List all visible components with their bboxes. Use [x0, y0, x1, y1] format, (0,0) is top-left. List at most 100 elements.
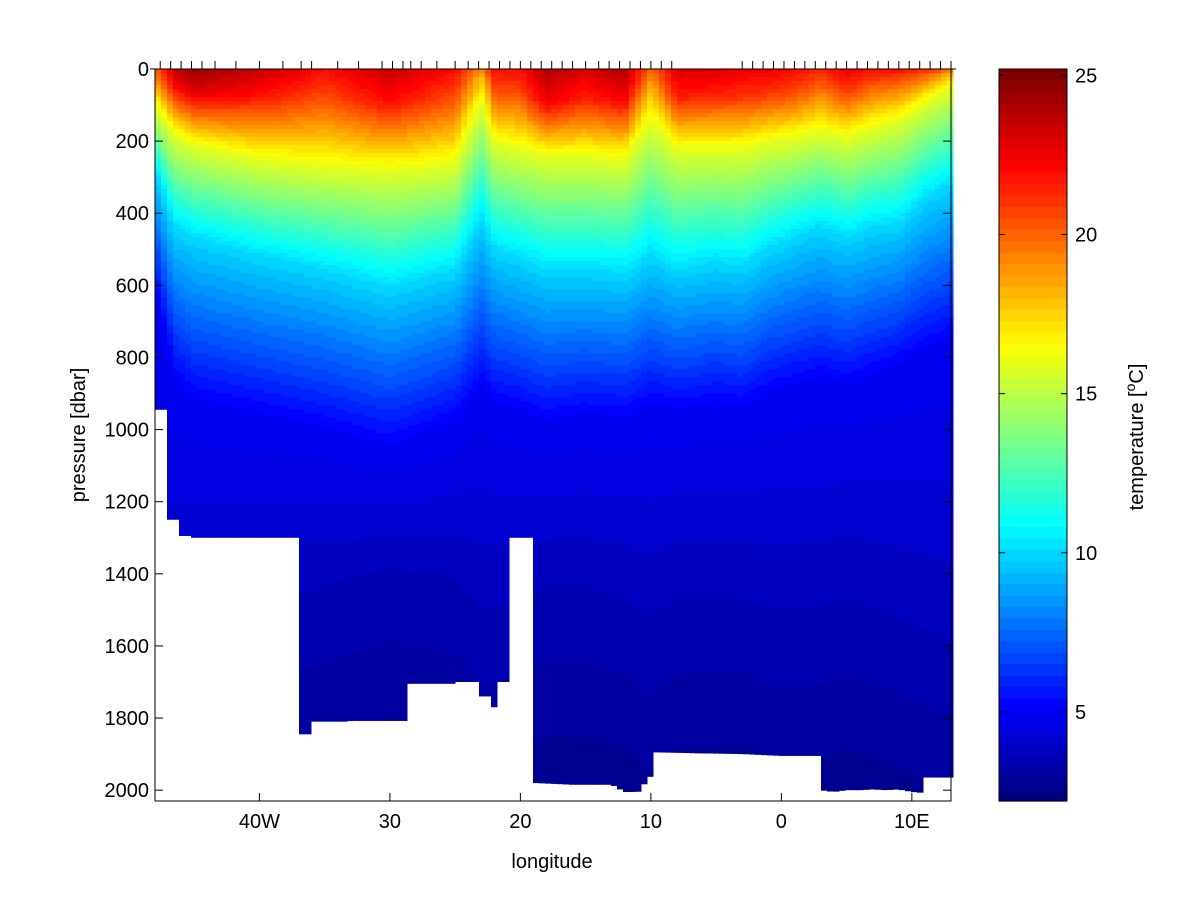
temperature-cell [221, 477, 228, 482]
temperature-cell [329, 669, 336, 674]
temperature-cell [155, 345, 162, 350]
temperature-cell [365, 385, 372, 390]
temperature-cell [239, 509, 246, 514]
temperature-cell [269, 445, 276, 450]
temperature-cell [203, 261, 210, 266]
temperature-cell [335, 453, 342, 458]
temperature-cell [263, 225, 270, 230]
temperature-cell [353, 265, 360, 270]
temperature-cell [329, 161, 336, 166]
temperature-cell [233, 285, 240, 290]
temperature-cell [311, 589, 318, 594]
temperature-cell [317, 237, 324, 242]
temperature-cell [353, 81, 360, 86]
temperature-cell [191, 493, 198, 498]
temperature-cell [293, 177, 300, 182]
temperature-cell [335, 637, 342, 642]
temperature-cell [299, 209, 306, 214]
temperature-cell [215, 385, 222, 390]
temperature-cell [209, 105, 216, 110]
temperature-cell [197, 213, 204, 218]
temperature-cell [257, 153, 264, 158]
temperature-cell [281, 213, 288, 218]
temperature-cell [347, 693, 354, 698]
temperature-cell [197, 405, 204, 410]
temperature-cell [269, 453, 276, 458]
temperature-cell [167, 137, 174, 142]
temperature-cell [167, 409, 174, 414]
temperature-cell [317, 601, 324, 606]
temperature-cell [305, 693, 312, 698]
temperature-cell [173, 141, 180, 146]
temperature-cell [155, 97, 162, 102]
temperature-cell [161, 129, 168, 134]
temperature-cell [311, 213, 318, 218]
temperature-cell [305, 169, 312, 174]
temperature-cell [179, 373, 186, 378]
temperature-cell [347, 621, 354, 626]
temperature-cell [329, 473, 336, 478]
temperature-cell [257, 193, 264, 198]
temperature-cell [311, 261, 318, 266]
temperature-cell [335, 689, 342, 694]
temperature-cell [287, 121, 294, 126]
temperature-cell [353, 309, 360, 314]
temperature-cell [311, 617, 318, 622]
temperature-cell [275, 233, 282, 238]
temperature-cell [323, 209, 330, 214]
temperature-cell [257, 469, 264, 474]
temperature-cell [251, 385, 258, 390]
temperature-cell [233, 509, 240, 514]
temperature-cell [191, 465, 198, 470]
temperature-cell [359, 489, 366, 494]
temperature-cell [377, 293, 384, 298]
temperature-cell [287, 97, 294, 102]
temperature-cell [335, 145, 342, 150]
temperature-cell [347, 293, 354, 298]
temperature-cell [257, 169, 264, 174]
temperature-cell [341, 425, 348, 430]
temperature-cell [365, 273, 372, 278]
temperature-cell [323, 405, 330, 410]
temperature-cell [299, 509, 306, 514]
temperature-cell [377, 301, 384, 306]
temperature-cell [155, 389, 162, 394]
temperature-cell [239, 77, 246, 82]
temperature-cell [197, 105, 204, 110]
temperature-cell [191, 161, 198, 166]
temperature-cell [299, 189, 306, 194]
temperature-cell [317, 481, 324, 486]
temperature-cell [311, 549, 318, 554]
temperature-cell [227, 417, 234, 422]
temperature-cell [305, 537, 312, 542]
temperature-cell [359, 413, 366, 418]
temperature-cell [257, 117, 264, 122]
temperature-cell [293, 169, 300, 174]
temperature-cell [377, 157, 384, 162]
temperature-cell [311, 361, 318, 366]
temperature-cell [365, 173, 372, 178]
temperature-cell [341, 653, 348, 658]
temperature-cell [173, 393, 180, 398]
temperature-cell [173, 289, 180, 294]
temperature-cell [293, 517, 300, 522]
temperature-cell [179, 105, 186, 110]
temperature-cell [359, 385, 366, 390]
temperature-cell [335, 433, 342, 438]
temperature-cell [311, 285, 318, 290]
temperature-cell [197, 249, 204, 254]
temperature-cell [299, 637, 306, 642]
temperature-cell [341, 73, 348, 78]
temperature-cell [167, 161, 174, 166]
temperature-cell [227, 77, 234, 82]
temperature-cell [227, 485, 234, 490]
temperature-cell [293, 213, 300, 218]
temperature-cell [329, 297, 336, 302]
temperature-cell [323, 193, 330, 198]
temperature-cell [185, 121, 192, 126]
temperature-cell [161, 361, 168, 366]
temperature-cell [239, 241, 246, 246]
temperature-cell [365, 533, 372, 538]
temperature-cell [341, 645, 348, 650]
temperature-cell [359, 481, 366, 486]
